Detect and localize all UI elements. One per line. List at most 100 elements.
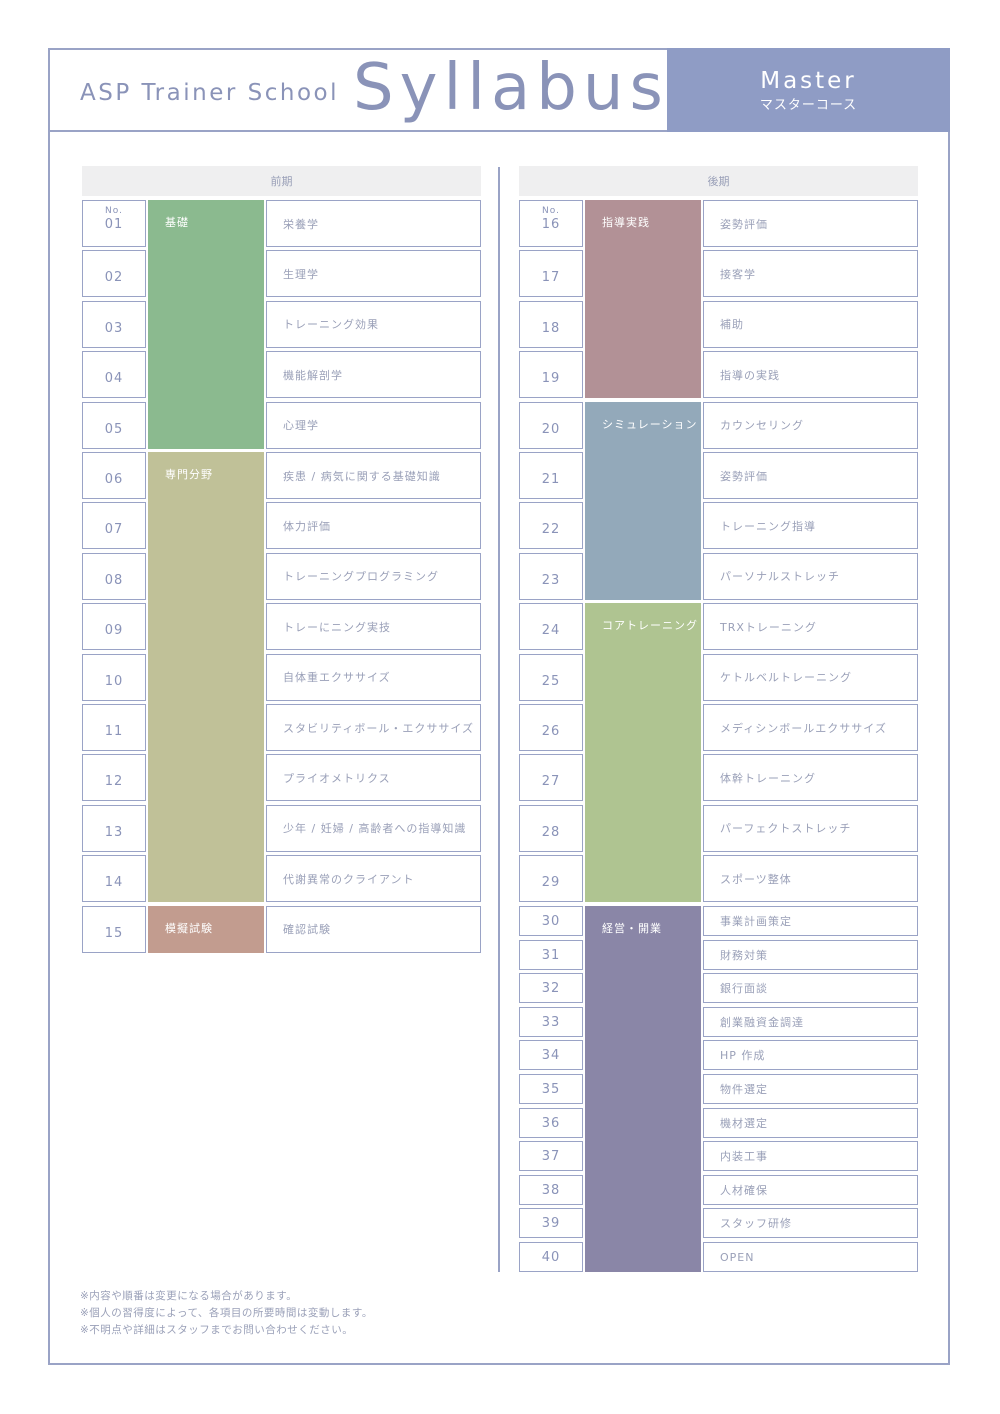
lesson-number: 39 [519, 1208, 583, 1239]
lesson-subject: トレーニング指導 [703, 502, 918, 550]
lesson-subject: 確認試験 [266, 905, 481, 953]
lesson-subject: 内装工事 [703, 1141, 918, 1172]
header-title-area: ASP Trainer School Syllabus [80, 51, 669, 128]
lesson-subject: 自体重エクササイズ [266, 653, 481, 701]
notes: ※内容や順番は変更になる場合があります。 ※個人の習得度によって、各項目の所要時… [80, 1288, 373, 1339]
lesson-subject: カウンセリング [703, 401, 918, 449]
lesson-subject: パーソナルストレッチ [703, 552, 918, 600]
category-block: 経営・開業 [585, 906, 701, 1272]
lesson-subject: メディシンボールエクササイズ [703, 704, 918, 751]
lesson-number: 08 [82, 552, 146, 600]
lesson-number: 14 [82, 855, 146, 903]
lesson-subject: トレーニング効果 [266, 300, 481, 348]
category-block: コアトレーニング [585, 603, 701, 903]
course-name-en: Master [760, 68, 857, 94]
lesson-number: 20 [519, 401, 583, 449]
page-frame [48, 48, 950, 1365]
lesson-number: No. 01 [82, 200, 146, 247]
lesson-subject: 心理学 [266, 401, 481, 449]
lesson-number: 25 [519, 653, 583, 701]
lesson-number: 19 [519, 351, 583, 399]
lesson-number: 27 [519, 754, 583, 802]
lesson-number: 33 [519, 1006, 583, 1037]
lesson-subject: プライオメトリクス [266, 754, 481, 802]
lesson-number: 09 [82, 603, 146, 651]
lesson-subject: 人材確保 [703, 1174, 918, 1205]
lesson-subject: トレーニングプログラミング [266, 552, 481, 600]
lesson-number: 23 [519, 552, 583, 600]
lesson-subject: 疾患 / 病気に関する基礎知識 [266, 452, 481, 499]
lesson-number: 04 [82, 351, 146, 399]
note-line: ※内容や順番は変更になる場合があります。 [80, 1290, 298, 1302]
lesson-number: 17 [519, 250, 583, 298]
lesson-subject: 補助 [703, 300, 918, 348]
lesson-subject: 創業融資金調達 [703, 1006, 918, 1037]
lesson-subject: 指導の実践 [703, 351, 918, 399]
lesson-subject: 接客学 [703, 250, 918, 298]
lesson-number: 28 [519, 804, 583, 852]
lesson-subject: 銀行面談 [703, 973, 918, 1004]
category-block: シミュレーション [585, 401, 701, 600]
lesson-number: 18 [519, 300, 583, 348]
lesson-number-value: 01 [104, 217, 124, 232]
lesson-number: 36 [519, 1107, 583, 1138]
school-name: ASP Trainer School [80, 80, 339, 106]
lesson-subject: 財務対策 [703, 939, 918, 970]
lesson-number: 37 [519, 1141, 583, 1172]
lesson-subject: トレーにニング実技 [266, 603, 481, 651]
term-header-first: 前期 [82, 166, 481, 196]
category-block: 基礎 [148, 200, 264, 449]
lesson-number: 13 [82, 804, 146, 852]
no-label: No. [105, 206, 123, 216]
lesson-subject: HP 作成 [703, 1040, 918, 1071]
lesson-number: 02 [82, 250, 146, 298]
lesson-number: 29 [519, 855, 583, 903]
lesson-number: 06 [82, 452, 146, 499]
lesson-number: 38 [519, 1174, 583, 1205]
lesson-subject: 姿勢評価 [703, 452, 918, 499]
lesson-number-value: 16 [541, 217, 561, 232]
lesson-number: 34 [519, 1040, 583, 1071]
category-block: 指導実践 [585, 200, 701, 399]
lesson-subject: TRXトレーニング [703, 603, 918, 651]
lesson-number: 30 [519, 906, 583, 936]
lesson-subject: スタッフ研修 [703, 1208, 918, 1239]
lesson-subject: パーフェクトストレッチ [703, 804, 918, 852]
course-badge: Master マスターコース [667, 48, 950, 132]
lesson-number: 21 [519, 452, 583, 499]
lesson-subject: 代謝異常のクライアント [266, 855, 481, 903]
lesson-number: 32 [519, 973, 583, 1004]
lesson-subject: 栄養学 [266, 200, 481, 247]
lesson-subject: 少年 / 妊婦 / 高齢者への指導知識 [266, 804, 481, 852]
lesson-number: No. 16 [519, 200, 583, 247]
lesson-number: 26 [519, 704, 583, 751]
lesson-subject: 機能解剖学 [266, 351, 481, 399]
lesson-subject: 物件選定 [703, 1074, 918, 1104]
lesson-subject: 機材選定 [703, 1107, 918, 1138]
category-block: 模擬試験 [148, 905, 264, 953]
lesson-number: 11 [82, 704, 146, 751]
lesson-subject: 生理学 [266, 250, 481, 298]
column-divider [498, 167, 500, 1272]
lesson-number: 10 [82, 653, 146, 701]
note-line: ※不明点や詳細はスタッフまでお問い合わせください。 [80, 1324, 354, 1336]
lesson-number: 05 [82, 401, 146, 449]
lesson-number: 03 [82, 300, 146, 348]
lesson-number: 24 [519, 603, 583, 651]
header-divider [48, 130, 668, 132]
lesson-number: 31 [519, 939, 583, 970]
course-name-ja: マスターコース [759, 98, 858, 113]
lesson-number: 15 [82, 905, 146, 953]
lesson-subject: 事業計画策定 [703, 906, 918, 936]
no-label: No. [542, 206, 560, 216]
lesson-subject: 体幹トレーニング [703, 754, 918, 802]
lesson-number: 40 [519, 1242, 583, 1272]
lesson-subject: ケトルベルトレーニング [703, 653, 918, 701]
lesson-number: 07 [82, 502, 146, 550]
lesson-number: 22 [519, 502, 583, 550]
page-title: Syllabus [352, 51, 669, 125]
category-block: 専門分野 [148, 452, 264, 903]
term-header-second: 後期 [519, 166, 918, 196]
lesson-number: 35 [519, 1074, 583, 1104]
lesson-number: 12 [82, 754, 146, 802]
